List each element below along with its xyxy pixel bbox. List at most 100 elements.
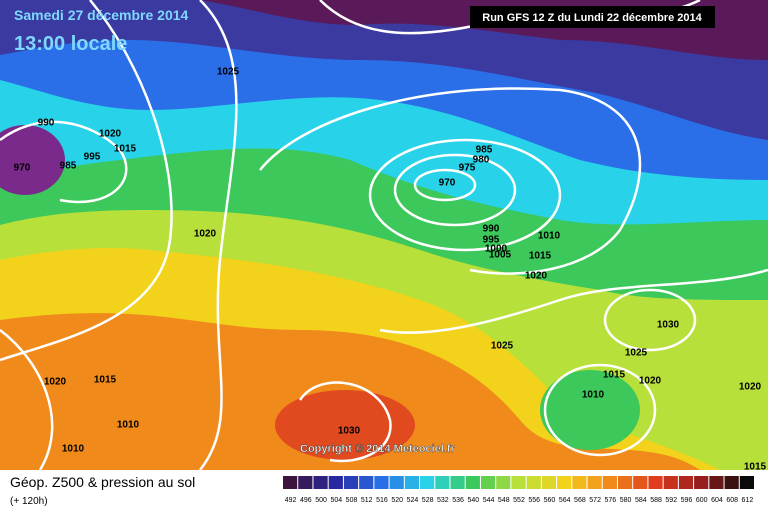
isobar-label: 1015 xyxy=(94,375,117,386)
scale-swatch xyxy=(526,476,541,489)
scale-label: 492 xyxy=(285,497,297,504)
scale-label: 520 xyxy=(391,497,403,504)
isobar-label: 975 xyxy=(459,163,476,174)
scale-label: 572 xyxy=(589,497,601,504)
scale-swatch xyxy=(648,476,663,489)
isobar-label: 1025 xyxy=(625,348,648,359)
scale-label: 556 xyxy=(528,497,540,504)
isobar-label: 1030 xyxy=(657,320,680,331)
map-date: Samedi 27 décembre 2014 xyxy=(14,7,189,23)
isobar-label: 1030 xyxy=(338,426,361,437)
isobar-label: 990 xyxy=(38,118,55,129)
scale-swatch xyxy=(678,476,694,489)
isobar-label: 970 xyxy=(14,163,31,174)
isobar-label: 1005 xyxy=(489,250,512,261)
isobar-label: 1020 xyxy=(194,229,217,240)
copyright: Copyright © 2014 Meteociel.fr xyxy=(300,443,456,455)
isobar-label: 980 xyxy=(473,155,490,166)
isobar-label: 995 xyxy=(483,235,500,246)
scale-swatch xyxy=(557,476,572,489)
scale-swatch xyxy=(450,476,465,489)
scale-swatch xyxy=(359,476,374,489)
isobar-label: 995 xyxy=(84,152,101,163)
scale-label: 548 xyxy=(498,497,510,504)
scale-label: 568 xyxy=(574,497,586,504)
scale-swatch xyxy=(709,476,724,489)
scale-label: 596 xyxy=(681,497,693,504)
scale-label: 612 xyxy=(742,497,754,504)
scale-label: 532 xyxy=(437,497,449,504)
footer-subtitle: (+ 120h) xyxy=(10,496,48,507)
scale-label: 608 xyxy=(726,497,738,504)
scale-swatch xyxy=(739,476,754,489)
isobar-label: 1020 xyxy=(639,376,662,387)
scale-label: 544 xyxy=(483,497,495,504)
scale-swatch xyxy=(283,476,298,489)
scale-label: 552 xyxy=(513,497,525,504)
scale-swatch xyxy=(343,476,359,489)
scale-label: 516 xyxy=(376,497,388,504)
isobar-label: 1025 xyxy=(491,341,514,352)
scale-label: 500 xyxy=(315,497,327,504)
scale-swatch xyxy=(633,476,648,489)
isobar-label: 1015 xyxy=(603,370,626,381)
isobar-label: 985 xyxy=(60,161,77,172)
scale-swatch xyxy=(404,476,420,489)
scale-label: 584 xyxy=(635,497,647,504)
isobar-label: 1015 xyxy=(744,462,767,473)
scale-label: 504 xyxy=(330,497,342,504)
scale-swatch xyxy=(298,476,313,489)
scale-swatch xyxy=(328,476,343,489)
scale-swatch xyxy=(313,476,328,489)
isobar-label: 1020 xyxy=(44,377,67,388)
scale-swatch xyxy=(724,476,739,489)
scale-swatch xyxy=(617,476,633,489)
scale-label: 496 xyxy=(300,497,312,504)
scale-label: 600 xyxy=(696,497,708,504)
scale-swatch xyxy=(572,476,587,489)
isobar-label: 970 xyxy=(439,178,456,189)
isobar-label: 985 xyxy=(476,145,493,156)
isobar-label: 1015 xyxy=(529,251,552,262)
map-time: 13:00 locale xyxy=(14,33,127,55)
scale-label: 524 xyxy=(407,497,419,504)
isobar-label: 1020 xyxy=(739,382,762,393)
isobar-label: 1010 xyxy=(582,390,605,401)
scale-swatch xyxy=(374,476,389,489)
scale-swatch xyxy=(420,476,435,489)
scale-label: 604 xyxy=(711,497,723,504)
isobar-label: 1015 xyxy=(114,144,137,155)
scale-label: 592 xyxy=(665,497,677,504)
scale-swatch xyxy=(694,476,709,489)
isobar-label: 1010 xyxy=(62,444,85,455)
scale-label: 564 xyxy=(559,497,571,504)
scale-swatch xyxy=(465,476,480,489)
scale-swatch xyxy=(541,476,557,489)
scale-label: 540 xyxy=(467,497,479,504)
scale-swatch xyxy=(435,476,450,489)
scale-swatch xyxy=(496,476,511,489)
footer-title: Géop. Z500 & pression au sol xyxy=(10,474,195,490)
isobar-label: 1020 xyxy=(525,271,548,282)
scale-swatch xyxy=(511,476,526,489)
scale-label: 528 xyxy=(422,497,434,504)
isobar-label: 990 xyxy=(483,224,500,235)
isobar-label: 1010 xyxy=(538,231,561,242)
scale-label: 560 xyxy=(544,497,556,504)
run-info: Run GFS 12 Z du Lundi 22 décembre 2014 xyxy=(482,12,702,24)
scale-label: 580 xyxy=(620,497,632,504)
scale-label: 576 xyxy=(605,497,617,504)
scale-swatch xyxy=(480,476,496,489)
scale-swatch xyxy=(602,476,617,489)
isobar-label: 1025 xyxy=(217,67,240,78)
run-box xyxy=(470,6,715,28)
scale-label: 536 xyxy=(452,497,464,504)
scale-label: 512 xyxy=(361,497,373,504)
scale-label: 508 xyxy=(346,497,358,504)
isobar-label: 1020 xyxy=(99,129,122,140)
scale-label: 588 xyxy=(650,497,662,504)
isobar-label: 1000 xyxy=(485,244,508,255)
isobar-label: 1010 xyxy=(117,420,140,431)
scale-swatch xyxy=(663,476,678,489)
